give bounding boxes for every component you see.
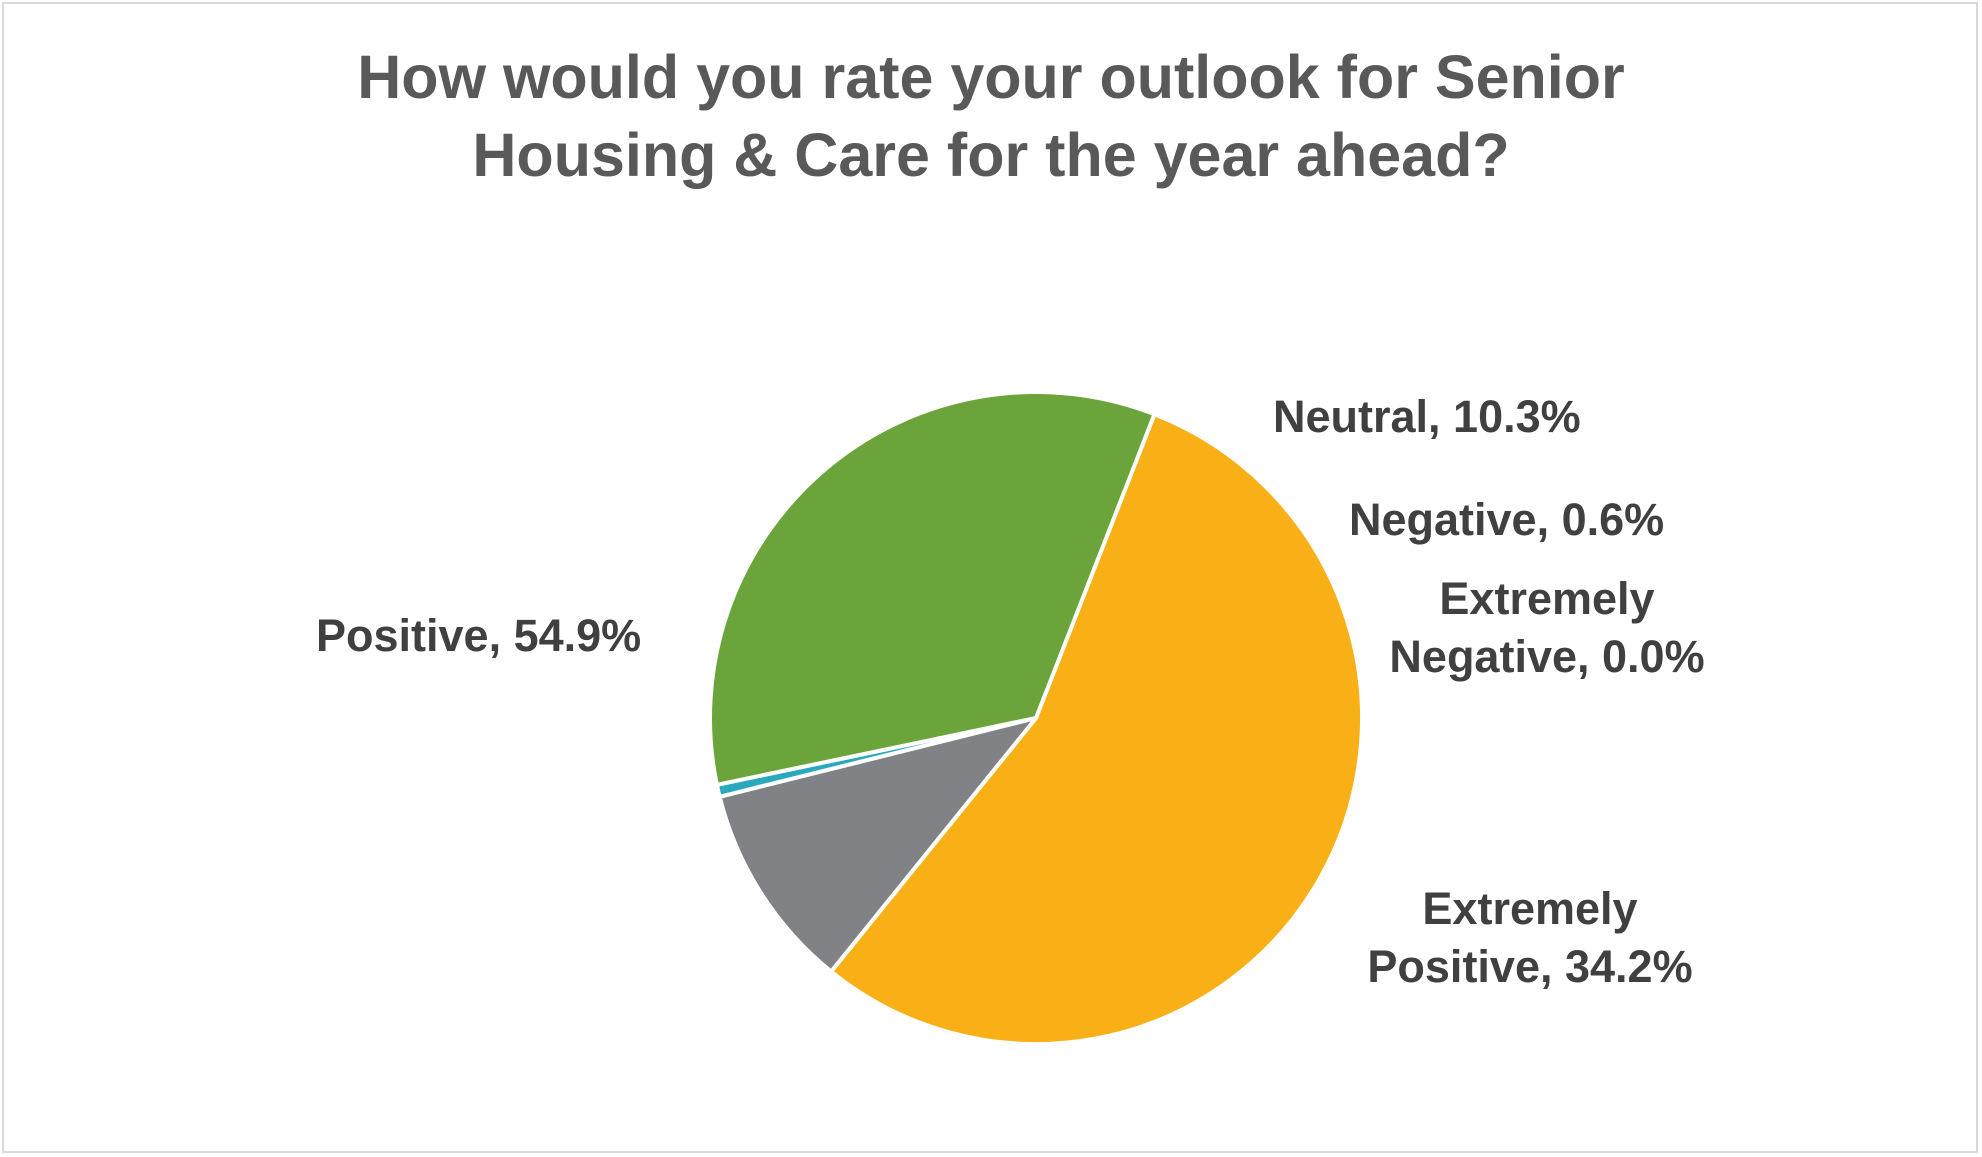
data-label-extremely-positive: Extremely Positive, 34.2% <box>1350 880 1710 996</box>
data-label-negative-text: Negative, 0.6% <box>1349 494 1665 545</box>
chart-title-line-1: How would you rate your outlook for Seni… <box>357 43 1625 111</box>
data-label-neutral-text: Neutral, 10.3% <box>1273 391 1581 442</box>
chart-title: How would you rate your outlook for Seni… <box>0 38 1982 194</box>
pie-slice-positive <box>829 412 1365 1046</box>
data-label-extremely-positive-line-2: Positive, 34.2% <box>1367 941 1693 992</box>
data-label-neutral: Neutral, 10.3% <box>1273 388 1581 446</box>
chart-title-line-2: Housing & Care for the year ahead? <box>472 121 1510 189</box>
data-label-positive: Positive, 54.9% <box>316 607 641 665</box>
data-label-extremely-positive-line-1: Extremely <box>1422 883 1638 934</box>
data-label-extremely-negative-line-1: Extremely <box>1439 573 1655 624</box>
data-label-extremely-negative: Extremely Negative, 0.0% <box>1372 570 1722 686</box>
pie-slice-extremely-positive <box>708 390 1157 787</box>
data-label-negative: Negative, 0.6% <box>1349 491 1664 549</box>
pie-slice-neutral <box>717 716 1038 974</box>
data-label-positive-text: Positive, 54.9% <box>316 610 642 661</box>
data-label-extremely-negative-line-2: Negative, 0.0% <box>1389 631 1705 682</box>
